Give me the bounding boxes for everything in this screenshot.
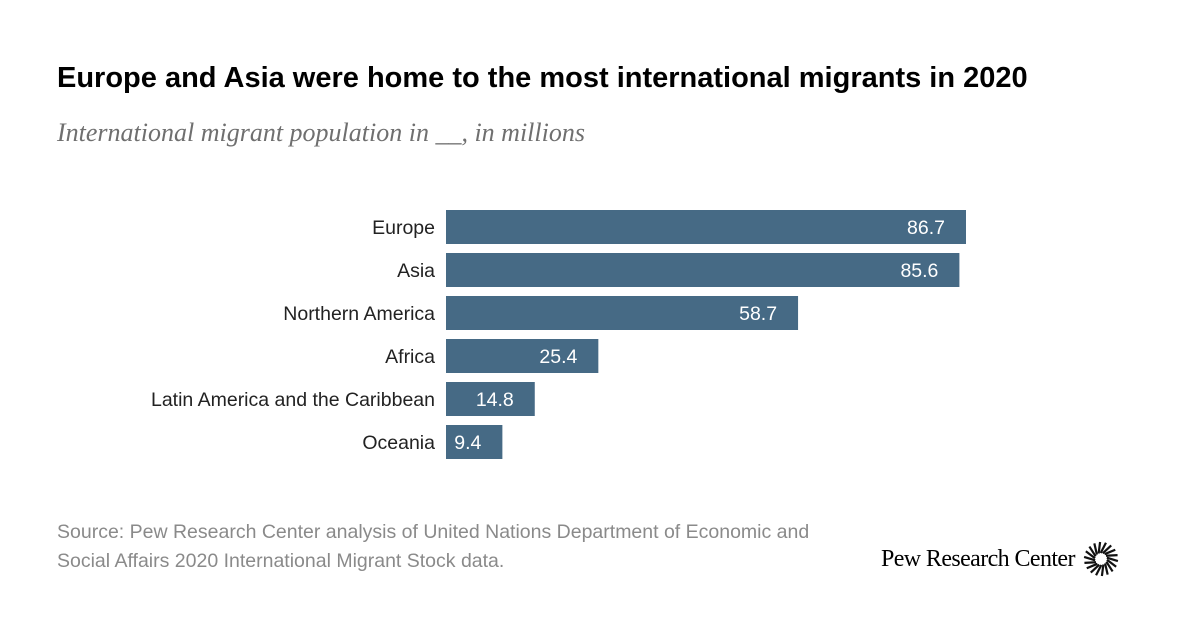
bar xyxy=(446,253,960,287)
bar xyxy=(446,296,799,330)
bar-value-label: 25.4 xyxy=(539,346,577,368)
bar-row: Africa 25.4 xyxy=(385,339,599,373)
category-label: Africa xyxy=(385,346,435,368)
category-label: Asia xyxy=(397,260,435,282)
bar xyxy=(446,339,599,373)
bar-value-label: 58.7 xyxy=(739,303,777,325)
category-label: Oceania xyxy=(362,432,435,454)
category-label: Northern America xyxy=(283,303,435,325)
chart-subtitle: International migrant population in __, … xyxy=(57,118,585,147)
bar-row: Europe 86.7 xyxy=(372,210,966,244)
bar-value-label: 86.7 xyxy=(907,217,945,239)
bar-chart: Europe 86.7 Asia 85.6 Northern America 58.7 Af… xyxy=(151,210,966,459)
bar-row: Asia 85.6 xyxy=(397,253,960,287)
chart-title: Europe and Asia were home to the most in… xyxy=(57,62,1028,94)
bar xyxy=(446,382,535,416)
bar-value-label: 85.6 xyxy=(900,260,938,282)
source-note: Source: Pew Research Center analysis of … xyxy=(57,521,810,572)
bar-row: Oceania 9.4 xyxy=(362,425,503,459)
bar xyxy=(446,210,966,244)
brand-name: Pew Research Center xyxy=(881,545,1075,572)
brand-logo-lockup: Pew Research Center xyxy=(881,541,1119,577)
bar-row: Latin America and the Caribbean 14.8 xyxy=(151,382,535,416)
bar-value-label: 9.4 xyxy=(454,432,481,454)
pew-sunburst-icon xyxy=(1083,541,1119,577)
bar xyxy=(446,425,503,459)
bar-row: Northern America 58.7 xyxy=(283,296,799,330)
bar-value-label: 14.8 xyxy=(476,389,514,411)
category-label: Latin America and the Caribbean xyxy=(151,389,435,411)
category-label: Europe xyxy=(372,217,435,239)
